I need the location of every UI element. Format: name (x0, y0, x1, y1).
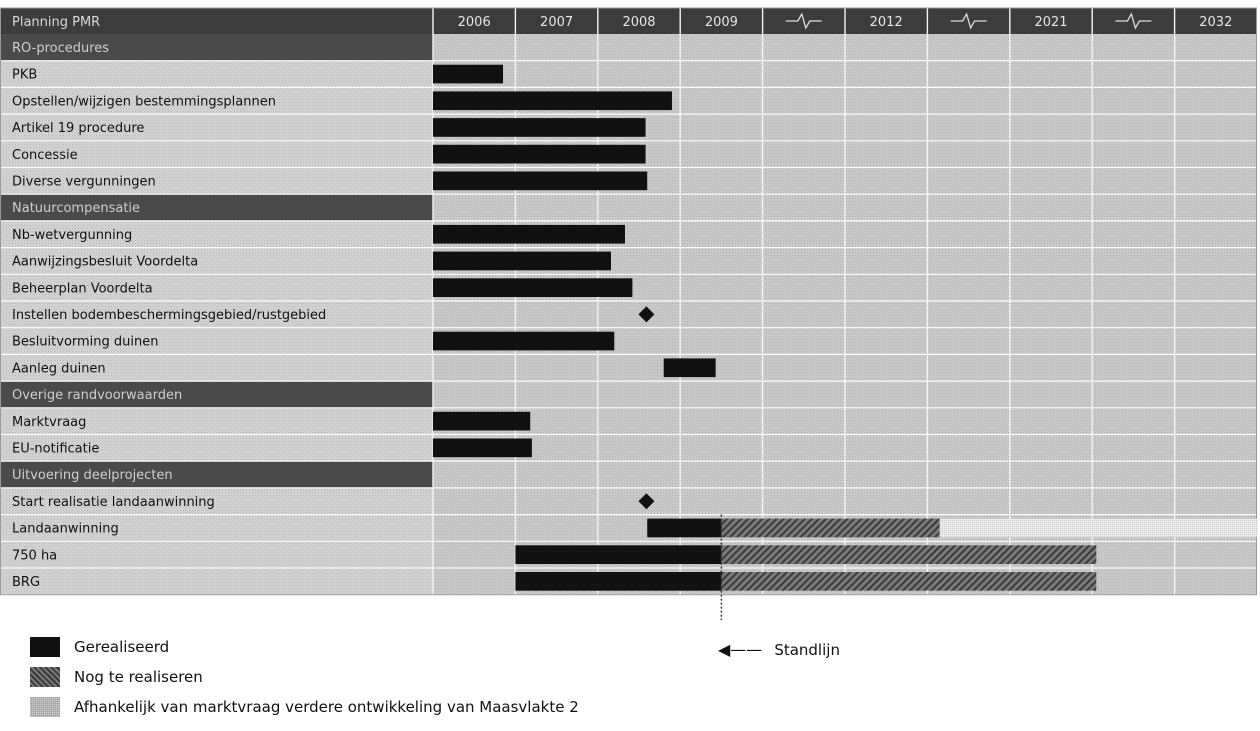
legend-item-done: Gerealiseerd (30, 632, 930, 662)
task-label-cell (0, 568, 433, 595)
header-bar (0, 8, 1257, 34)
bar-done (433, 251, 611, 271)
task-label: Opstellen/wijzigen bestemmingsplannen (12, 94, 276, 109)
bar-done (515, 572, 722, 591)
gantt-chart: Planning PMR 2006 2007 2008 2009 2012 2021 2032… (0, 7, 1258, 620)
bar-done (433, 331, 615, 351)
axis-break-line (1115, 12, 1152, 30)
section-label: Natuurcompensatie (12, 201, 140, 216)
bar-done (433, 64, 504, 84)
standlijn-annotation: ◀—— Standlijn (718, 640, 840, 659)
bar-market (939, 518, 1257, 538)
milestone-diamond (638, 306, 655, 323)
legend-swatch-todo (30, 667, 60, 687)
axis-tick-label: 2007 (540, 15, 573, 30)
task-label: PKB (12, 68, 37, 83)
bar-done (433, 224, 625, 244)
bar-done (433, 144, 646, 164)
bar-todo (721, 518, 940, 538)
task-label: Aanwijzingsbesluit Voordelta (12, 255, 198, 270)
axis-tick-label: 2021 (1034, 15, 1067, 30)
task-label-cell (0, 167, 433, 195)
task-label-cell (0, 541, 433, 568)
task-label: Besluitvorming duinen (12, 335, 159, 350)
task-label: Instellen bodembeschermingsgebied/rustge… (12, 308, 326, 323)
task-label: BRG (12, 575, 40, 590)
task-label-cell (0, 247, 433, 275)
chart-frame (0, 7, 1257, 596)
axis-break-line (950, 12, 987, 30)
task-label: Artikel 19 procedure (12, 121, 144, 136)
task-label: Diverse vergunningen (12, 175, 156, 190)
section-label: Overige randvoorwaarden (12, 388, 182, 403)
bar-todo (721, 545, 1097, 564)
task-label-cell (0, 327, 433, 355)
task-label-cell (0, 434, 433, 462)
header-title: Planning PMR (12, 15, 100, 30)
task-label-cell (0, 407, 433, 435)
task-label: Aanleg duinen (12, 361, 106, 376)
task-label-cell (0, 60, 433, 88)
task-label: Start realisatie landaanwinning (12, 495, 215, 510)
legend-label-todo: Nog te realiseren (74, 668, 203, 686)
task-label-cell (0, 87, 433, 115)
legend-item-todo: Nog te realiseren (30, 662, 930, 692)
axis-break-line (785, 12, 822, 30)
section-label: RO-procedures (12, 41, 109, 56)
section-header (0, 194, 433, 221)
task-label: 750 ha (12, 548, 57, 563)
bar-done (433, 278, 633, 297)
bar-done (433, 438, 532, 458)
legend-swatch-done (30, 637, 60, 657)
milestone-diamond (638, 493, 655, 510)
bar-done (515, 545, 722, 564)
task-label-cell (0, 514, 433, 542)
bar-done (433, 118, 646, 137)
axis-tick-label: 2032 (1199, 15, 1232, 30)
bar-done (433, 171, 648, 191)
task-label-cell (0, 301, 433, 328)
section-label: Uitvoering deelprojecten (12, 468, 173, 483)
section-header (0, 461, 433, 488)
standlijn-label: Standlijn (774, 640, 840, 659)
bar-todo (721, 572, 1097, 591)
task-label-cell (0, 140, 433, 168)
legend: Gerealiseerd Nog te realiseren Afhankeli… (30, 632, 930, 722)
task-label: Concessie (12, 148, 78, 163)
task-label: Marktvraag (12, 415, 86, 430)
task-label-cell (0, 220, 433, 248)
task-label: Nb-wetvergunning (12, 228, 132, 243)
legend-swatch-market (30, 697, 60, 717)
axis-tick-label: 2008 (622, 15, 655, 30)
task-label-cell (0, 487, 433, 515)
task-label: EU-notificatie (12, 442, 99, 457)
task-label: Landaanwinning (12, 522, 119, 537)
legend-label-market: Afhankelijk van marktvraag verdere ontwi… (74, 698, 579, 716)
axis-break-icon (1115, 12, 1152, 30)
legend-label-done: Gerealiseerd (74, 638, 170, 656)
arrow-left-icon: ◀—— (718, 640, 763, 659)
section-header (0, 34, 433, 61)
axis-tick-label: 2012 (870, 15, 903, 30)
task-label-cell (0, 354, 433, 382)
axis-tick-label: 2009 (705, 15, 738, 30)
axis-break-icon (785, 12, 822, 30)
bar-done (433, 91, 672, 111)
axis-tick-label: 2006 (458, 15, 491, 30)
section-header (0, 381, 433, 408)
task-label-cell (0, 274, 433, 301)
axis-break-icon (950, 12, 987, 30)
bar-done (433, 411, 531, 431)
task-label-cell (0, 114, 433, 141)
task-label: Beheerplan Voordelta (12, 281, 153, 296)
bar-done (663, 358, 716, 378)
legend-item-market: Afhankelijk van marktvraag verdere ontwi… (30, 692, 930, 722)
bar-done (647, 518, 722, 538)
